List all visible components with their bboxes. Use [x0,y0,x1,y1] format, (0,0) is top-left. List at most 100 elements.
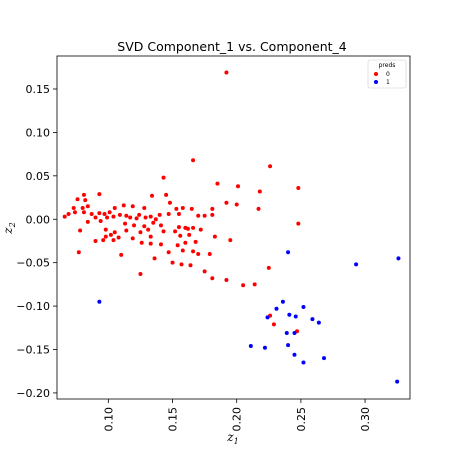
point-series-0 [234,202,239,207]
point-series-0 [72,210,77,215]
point-series-0 [198,227,203,232]
point-series-0 [176,212,181,217]
plot-area [56,55,411,400]
point-series-0 [157,212,162,217]
point-series-0 [210,212,215,217]
point-series-0 [97,192,102,197]
point-series-0 [224,278,229,283]
point-series-0 [102,212,107,217]
point-series-0 [93,215,98,220]
point-series-1 [292,352,297,357]
point-series-0 [142,224,147,229]
point-series-0 [103,234,108,239]
legend-label-0: 0 [386,71,390,78]
point-series-0 [124,228,129,233]
point-series-0 [134,216,139,221]
point-series-0 [124,213,129,218]
point-series-0 [117,212,122,217]
point-series-0 [112,205,117,210]
point-series-0 [235,184,240,189]
point-series-0 [121,203,126,208]
point-series-0 [256,206,261,211]
point-series-1 [284,331,289,336]
point-series-0 [212,234,217,239]
point-series-1 [97,299,102,304]
point-series-0 [167,200,172,205]
point-series-0 [173,229,178,234]
point-series-1 [310,317,315,322]
x-tick-label: 0.25 [295,407,308,432]
point-series-0 [81,192,86,197]
point-series-0 [142,205,147,210]
point-series-1 [316,320,321,325]
point-series-1 [301,360,306,365]
legend-title: preds [379,62,396,69]
point-series-0 [183,240,188,245]
point-series-0 [241,283,246,288]
point-series-0 [164,192,169,197]
point-series-0 [158,242,163,247]
point-series-1 [354,262,359,267]
point-series-0 [257,189,262,194]
point-series-1 [287,312,292,317]
legend-marker-1 [374,80,378,84]
point-series-0 [105,215,110,220]
point-series-1 [395,379,400,384]
x-tick-label: 0.15 [167,407,180,432]
point-series-0 [191,158,196,163]
point-series-0 [98,218,103,223]
point-series-0 [111,238,116,243]
point-series-0 [139,240,144,245]
point-series-0 [101,238,106,243]
point-series-0 [138,230,143,235]
y-tick-label: −0.20 [16,387,50,400]
y-tick-label: 0.00 [26,213,51,226]
y-tick-label: 0.15 [26,83,51,96]
point-series-0 [224,70,229,75]
point-series-0 [207,251,212,256]
point-series-1 [301,304,306,309]
point-series-0 [103,227,108,232]
x-tick-label: 0.20 [231,407,244,432]
point-series-0 [107,210,112,215]
point-series-0 [132,223,137,228]
y-tick-label: 0.10 [26,126,51,139]
point-series-0 [71,205,76,210]
point-series-0 [161,229,166,234]
point-series-0 [111,214,116,219]
point-series-0 [268,164,273,169]
point-series-0 [138,271,143,276]
point-series-0 [148,241,153,246]
point-series-0 [78,228,83,233]
chart-title: SVD Component_1 vs. Component_4 [117,39,347,54]
point-series-1 [286,250,291,255]
point-series-0 [210,206,215,211]
point-series-0 [108,232,113,237]
point-series-0 [296,185,301,190]
point-series-0 [175,243,180,248]
point-series-1 [396,256,401,261]
point-series-1 [265,315,270,320]
point-series-0 [130,236,135,241]
point-series-0 [174,206,179,211]
point-series-0 [179,262,184,267]
point-series-0 [81,210,86,215]
x-tick-label: 0.30 [359,407,372,432]
point-series-0 [196,251,201,256]
point-series-0 [66,212,71,217]
y-axis-label: z2 [1,222,17,234]
point-series-0 [93,238,98,243]
point-series-0 [296,221,301,226]
point-series-0 [83,198,88,203]
point-series-0 [158,223,163,228]
point-series-0 [148,234,153,239]
point-series-0 [202,269,207,274]
point-series-0 [80,205,85,210]
point-series-1 [292,331,297,336]
point-series-1 [280,299,285,304]
y-tick-label: 0.05 [26,170,51,183]
point-series-0 [180,248,185,253]
point-series-0 [149,193,154,198]
point-series-1 [321,356,326,361]
